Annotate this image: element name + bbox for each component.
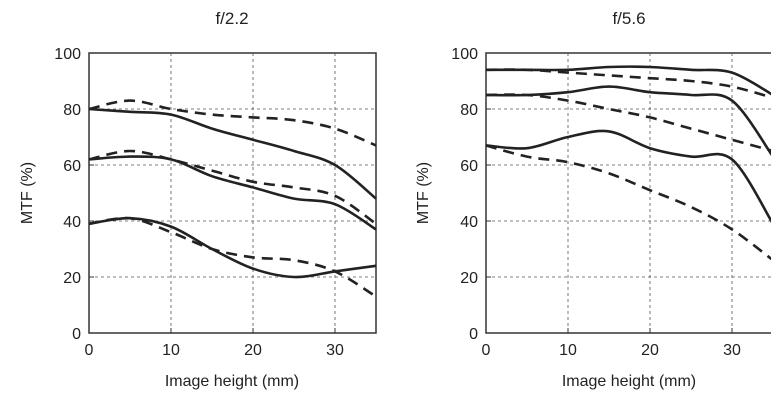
x-tick-label: 0 bbox=[482, 342, 491, 359]
y-ticks: 0 20 40 60 80 100 bbox=[451, 46, 491, 343]
series-group bbox=[486, 67, 771, 261]
series-line-dashed bbox=[486, 145, 771, 260]
y-tick-label: 20 bbox=[460, 270, 478, 287]
grid bbox=[89, 53, 376, 333]
y-tick-label: 60 bbox=[460, 158, 478, 175]
x-tick-label: 0 bbox=[85, 342, 94, 359]
y-tick-label: 40 bbox=[63, 214, 81, 231]
series-line-dashed bbox=[89, 218, 376, 297]
y-tick-label: 20 bbox=[63, 270, 81, 287]
chart-title: f/2.2 bbox=[215, 9, 248, 28]
series-line-dashed bbox=[486, 95, 771, 151]
series-group bbox=[89, 101, 376, 297]
series-line-dashed bbox=[89, 151, 376, 224]
chart-f56: f/5.6 0 20 40 60 80 100 0 10 20 30 Image height … bbox=[415, 9, 771, 390]
x-axis-label: Image height (mm) bbox=[562, 373, 696, 390]
x-axis-label: Image height (mm) bbox=[165, 373, 299, 390]
plot-area bbox=[89, 53, 376, 333]
y-tick-label: 0 bbox=[469, 326, 478, 343]
series-line-solid bbox=[89, 218, 376, 277]
y-tick-label: 80 bbox=[460, 102, 478, 119]
y-tick-label: 100 bbox=[451, 46, 478, 63]
y-axis-label: MTF (%) bbox=[415, 162, 432, 224]
y-tick-label: 80 bbox=[63, 102, 81, 119]
y-tick-label: 60 bbox=[63, 158, 81, 175]
x-tick-label: 10 bbox=[559, 342, 577, 359]
y-tick-label: 0 bbox=[72, 326, 81, 343]
x-tick-label: 10 bbox=[162, 342, 180, 359]
series-line-dashed bbox=[486, 70, 771, 98]
series-line-solid bbox=[486, 131, 771, 224]
y-tick-label: 40 bbox=[460, 214, 478, 231]
y-tick-label: 100 bbox=[54, 46, 81, 63]
x-tick-label: 20 bbox=[641, 342, 659, 359]
y-ticks: 0 20 40 60 80 100 bbox=[54, 46, 94, 343]
chart-f22: f/2.2 0 20 40 60 80 100 0 10 20 30 Image height … bbox=[19, 9, 376, 390]
series-line-solid bbox=[89, 109, 376, 199]
x-tick-label: 30 bbox=[326, 342, 344, 359]
series-line-solid bbox=[486, 87, 771, 157]
chart-title: f/5.6 bbox=[612, 9, 645, 28]
x-tick-label: 30 bbox=[723, 342, 741, 359]
x-tick-label: 20 bbox=[244, 342, 262, 359]
series-line-dashed bbox=[89, 101, 376, 146]
y-axis-label: MTF (%) bbox=[19, 162, 36, 224]
